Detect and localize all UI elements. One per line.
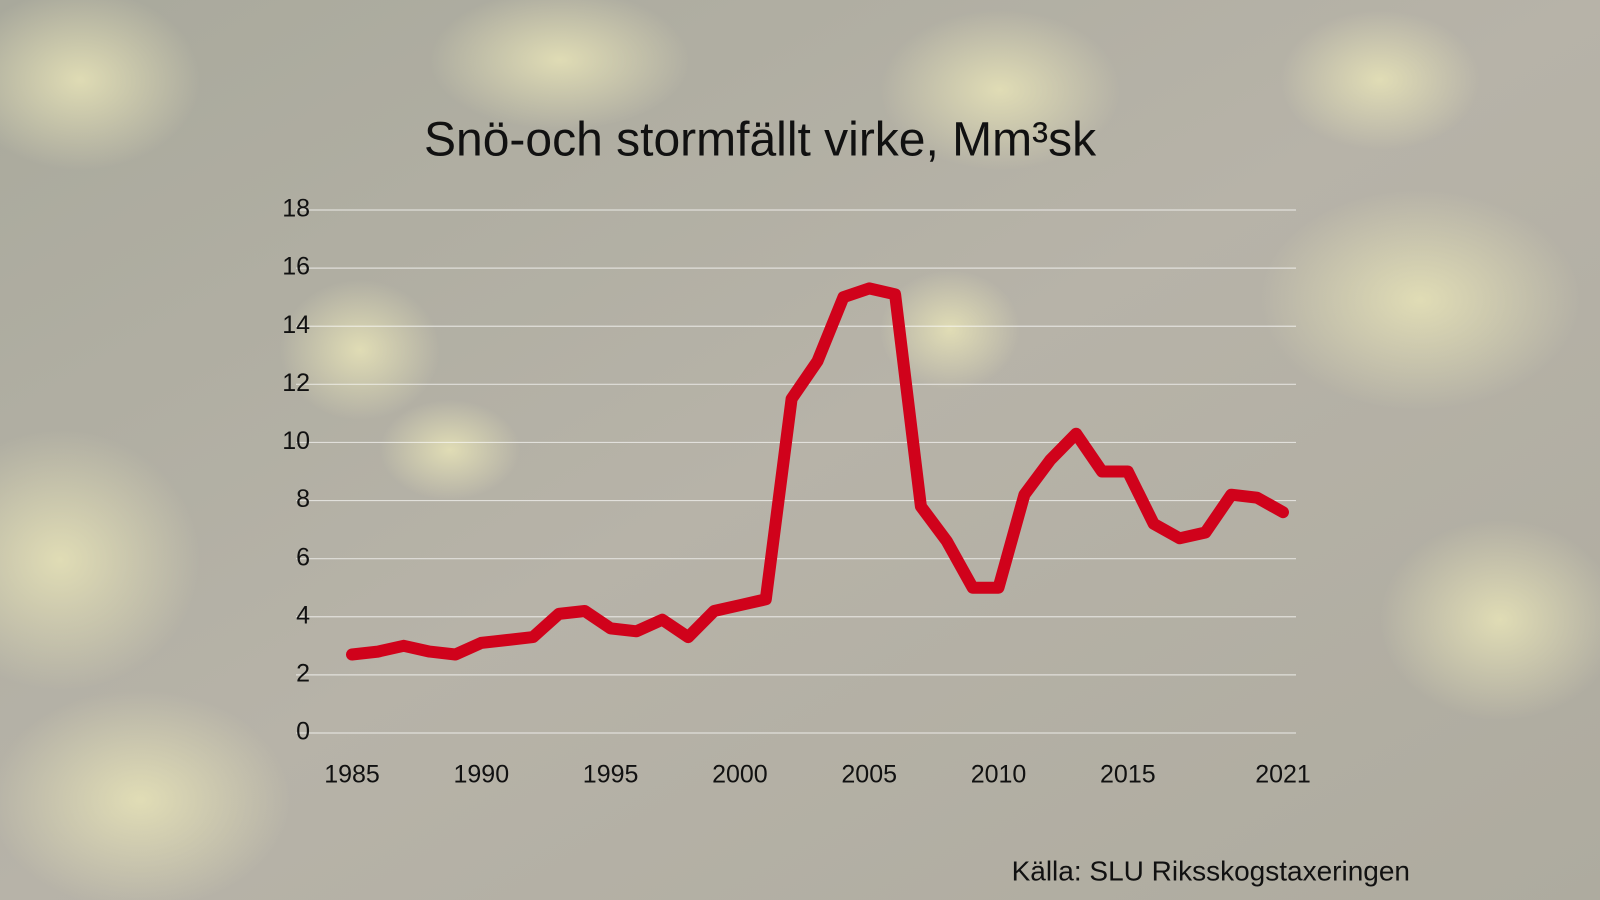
x-tick-label: 1995 bbox=[583, 761, 639, 789]
y-tick-label: 0 bbox=[296, 718, 310, 746]
x-tick-label: 2010 bbox=[971, 761, 1027, 789]
y-tick-label: 4 bbox=[296, 601, 310, 629]
y-tick-label: 18 bbox=[282, 195, 310, 223]
x-tick-label: 2000 bbox=[712, 761, 768, 789]
y-tick-label: 8 bbox=[296, 485, 310, 513]
y-tick-label: 10 bbox=[282, 427, 310, 455]
y-tick-label: 6 bbox=[296, 543, 310, 571]
y-tick-label: 14 bbox=[282, 311, 310, 339]
y-tick-label: 2 bbox=[296, 659, 310, 687]
y-tick-label: 12 bbox=[282, 369, 310, 397]
x-tick-label: 2015 bbox=[1100, 761, 1156, 789]
x-tick-label: 1985 bbox=[324, 761, 380, 789]
x-tick-label: 2005 bbox=[841, 761, 897, 789]
chart-title: Snö-och stormfällt virke, Mm³sk bbox=[424, 114, 1097, 167]
x-tick-label: 1990 bbox=[453, 761, 509, 789]
x-tick-label: 2021 bbox=[1255, 761, 1311, 789]
y-tick-label: 16 bbox=[282, 253, 310, 281]
data-line bbox=[346, 282, 1289, 661]
source-note: Källa: SLU Riksskogstaxeringen bbox=[1012, 855, 1410, 886]
